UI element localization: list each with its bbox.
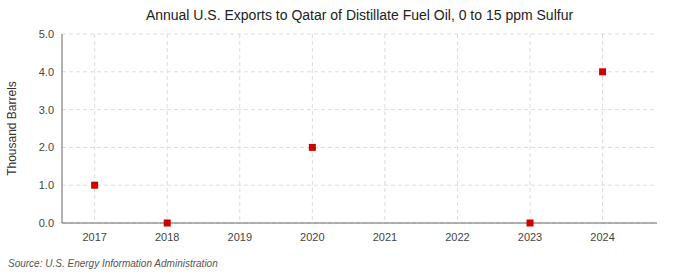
x-grid-line (167, 34, 168, 223)
x-tick-label: 2017 (82, 231, 106, 243)
axes: 0.0 1.0 2.0 3.0 4.0 5.0 2017 2018 2019 2020 2021 20… (39, 28, 657, 243)
x-grid-line (312, 34, 313, 223)
point (527, 220, 534, 227)
source-note: Source: U.S. Energy Information Administ… (8, 258, 218, 269)
x-grid-line (530, 34, 531, 223)
x-grid-line (457, 34, 458, 223)
y-tick-label: 5.0 (39, 28, 54, 40)
x-grid-line (602, 34, 603, 223)
y-axis-line (62, 34, 63, 223)
x-axis-line (62, 223, 657, 224)
title: Annual U.S. Exports to Qatar of Distilla… (146, 7, 574, 23)
point (91, 182, 98, 189)
y-tick-label: 2.0 (39, 141, 54, 153)
y-grid-line (62, 109, 657, 110)
chart: Annual U.S. Exports to Qatar of Distilla… (0, 0, 675, 275)
y-tick-label: 3.0 (39, 104, 54, 116)
x-tick-label: 2023 (518, 231, 542, 243)
y-grid-line (62, 71, 657, 72)
y-tick-label: 1.0 (39, 179, 54, 191)
x-tick-label: 2020 (300, 231, 324, 243)
x-grid-line (94, 34, 95, 223)
y-grid-line (62, 223, 657, 224)
y-grid-line (62, 34, 657, 35)
x-tick-label: 2019 (228, 231, 252, 243)
x-tick-label: 2022 (445, 231, 469, 243)
point (164, 220, 171, 227)
y-axis-label: Thousand Barrels (5, 81, 19, 176)
y-grid-line (62, 147, 657, 148)
grid (62, 34, 657, 223)
y-tick-label: 0.0 (39, 217, 54, 229)
x-tick-label: 2021 (373, 231, 397, 243)
x-tick-label: 2024 (590, 231, 614, 243)
x-grid-line (384, 34, 385, 223)
point (309, 144, 316, 151)
x-tick-label: 2018 (155, 231, 179, 243)
x-grid-line (239, 34, 240, 223)
point (599, 68, 606, 75)
y-grid-line (62, 185, 657, 186)
points (91, 68, 606, 226)
y-tick-label: 4.0 (39, 66, 54, 78)
